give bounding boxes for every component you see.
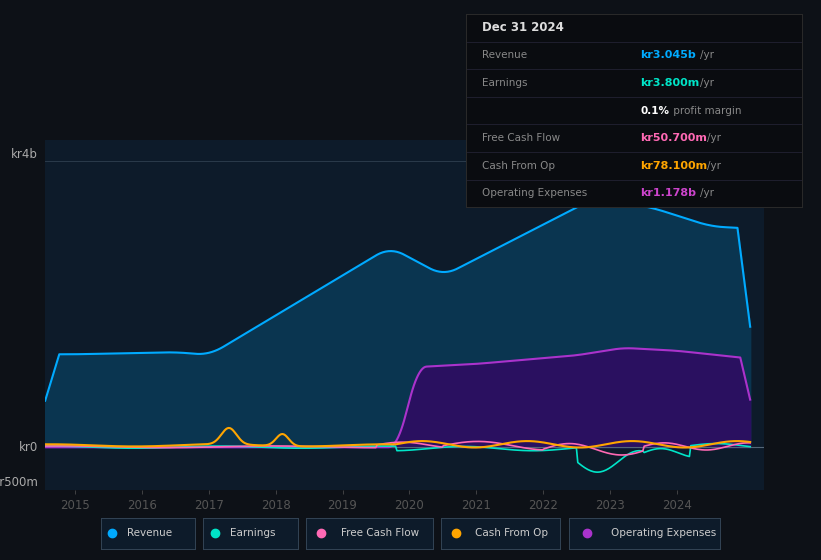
Text: profit margin: profit margin <box>670 106 741 115</box>
Text: /yr: /yr <box>699 188 713 198</box>
Text: /yr: /yr <box>707 133 721 143</box>
Text: Cash From Op: Cash From Op <box>475 529 548 538</box>
Text: kr78.100m: kr78.100m <box>640 161 708 171</box>
Text: kr0: kr0 <box>19 441 38 454</box>
Text: kr3.800m: kr3.800m <box>640 78 699 88</box>
Text: Free Cash Flow: Free Cash Flow <box>342 529 420 538</box>
Text: kr4b: kr4b <box>11 148 38 161</box>
Text: -kr500m: -kr500m <box>0 477 38 489</box>
Text: /yr: /yr <box>699 50 713 60</box>
Text: Cash From Op: Cash From Op <box>482 161 555 171</box>
Text: Earnings: Earnings <box>230 529 275 538</box>
Text: kr50.700m: kr50.700m <box>640 133 708 143</box>
Text: /yr: /yr <box>707 161 721 171</box>
Text: kr3.045b: kr3.045b <box>640 50 696 60</box>
Text: Revenue: Revenue <box>482 50 527 60</box>
Text: Revenue: Revenue <box>127 529 172 538</box>
Text: 0.1%: 0.1% <box>640 106 670 115</box>
Text: Dec 31 2024: Dec 31 2024 <box>482 21 564 34</box>
Text: Operating Expenses: Operating Expenses <box>611 529 716 538</box>
Text: Free Cash Flow: Free Cash Flow <box>482 133 561 143</box>
Text: kr1.178b: kr1.178b <box>640 188 696 198</box>
Text: Earnings: Earnings <box>482 78 528 88</box>
Text: /yr: /yr <box>699 78 713 88</box>
Text: Operating Expenses: Operating Expenses <box>482 188 588 198</box>
